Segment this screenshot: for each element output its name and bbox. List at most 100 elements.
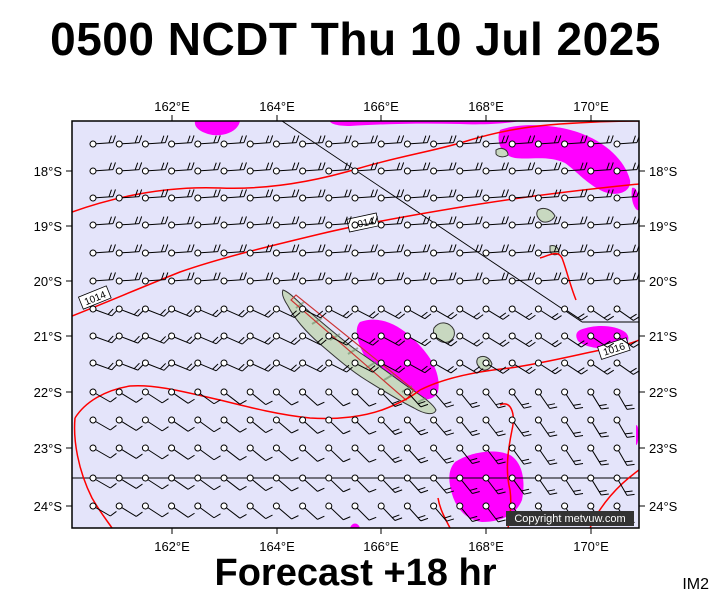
wind-barb [430,216,457,229]
wind-barb [115,359,144,371]
wind-barb [115,272,143,285]
lon-label-bottom-164: 164°E [259,539,295,554]
wind-barb [299,502,325,520]
wind-barb [613,332,639,348]
wind-barb [115,444,143,459]
wind-barb [220,244,247,257]
wind-barb [246,502,273,520]
wind-barb [141,502,169,518]
wind-barb [534,444,558,465]
wind-barb [89,388,117,403]
wind-barb [508,416,532,437]
wind-barb [89,162,116,175]
wind-barb [587,216,614,229]
lat-labels-right: 18°S 19°S 20°S 21°S 22°S 23°S 24°S [649,164,678,514]
wind-barb [456,502,480,523]
wind-barb [272,332,301,345]
wind-barb [430,135,457,148]
wind-barb [508,359,536,375]
wind-barb [534,272,562,285]
wind-barb [587,359,615,375]
wind-barb [194,502,221,519]
wind-barb [89,502,117,517]
wind-barb [299,216,326,229]
wind-barb [613,135,639,148]
wind-barb [299,388,325,406]
wind-barb [351,359,379,373]
wind-barb [220,416,247,433]
wind-barb [220,388,247,405]
lon-labels-bottom: 162°E 164°E 166°E 168°E 170°E [154,539,609,554]
wind-barb [141,272,169,285]
wind-barb [325,332,353,346]
lat-label-left-18: 18°S [34,164,63,179]
wind-barb [351,272,378,285]
wind-barb [534,189,562,202]
wind-barb [482,474,506,495]
wind-barb [482,332,510,347]
wind-barb [482,216,509,229]
wind-barb [351,216,378,229]
wind-barb [456,444,480,465]
wind-barb [403,416,429,436]
lon-label-top-168: 168°E [468,99,504,114]
wind-barb [246,305,275,318]
wind-barb [377,416,403,435]
wind-barb [351,332,379,346]
wind-barb [272,359,301,372]
wind-barb [246,474,273,492]
lon-label-bottom-168: 168°E [468,539,504,554]
wind-barb [246,444,273,462]
wind-barb [299,135,326,148]
wind-barb [351,444,377,463]
wind-barb [115,474,143,489]
wind-barb [115,502,143,517]
map-title: 0500 NCDT Thu 10 Jul 2025 [50,13,661,65]
wind-barb [561,305,588,321]
wind-barb [89,305,118,317]
wind-barb [430,502,455,522]
wind-barb [456,388,480,409]
wind-barb [377,216,405,229]
wind-barb [115,305,144,317]
wind-barb [168,332,196,345]
wind-barb [456,162,483,175]
wind-barb [403,388,429,408]
lon-label-top-162: 162°E [154,99,190,114]
wind-barb [220,332,249,345]
wind-barb [325,135,352,148]
wind-barb [482,444,506,465]
wind-barb [220,135,247,148]
wind-barb [482,359,510,374]
wind-barb [534,388,558,409]
wind-barb [587,272,614,285]
wind-barb [482,502,506,523]
wind-barb [613,474,635,496]
wind-barb [508,388,532,409]
lon-label-top-166: 166°E [363,99,399,114]
lon-label-bottom-166: 166°E [363,539,399,554]
wind-barb [325,305,353,319]
wind-barb [141,189,169,202]
wind-barb [377,444,403,463]
wind-barb [561,189,588,202]
wind-barb [141,474,169,490]
wind-barb [89,332,118,344]
wind-barb [377,272,405,285]
wind-barb [272,388,299,406]
wind-barb [377,474,403,493]
wind-barb [220,502,247,519]
wind-barb [587,244,614,257]
wind-barb [613,189,639,202]
wind-barb [194,244,221,257]
wind-barb [299,416,325,434]
wind-barb [534,305,562,321]
lat-label-right-18: 18°S [649,164,678,179]
wind-barb [246,244,274,257]
wind-barb [194,162,221,175]
wind-barb [272,305,301,318]
wind-barb [194,388,221,405]
wind-barb [325,216,352,229]
wind-barb [561,388,584,410]
